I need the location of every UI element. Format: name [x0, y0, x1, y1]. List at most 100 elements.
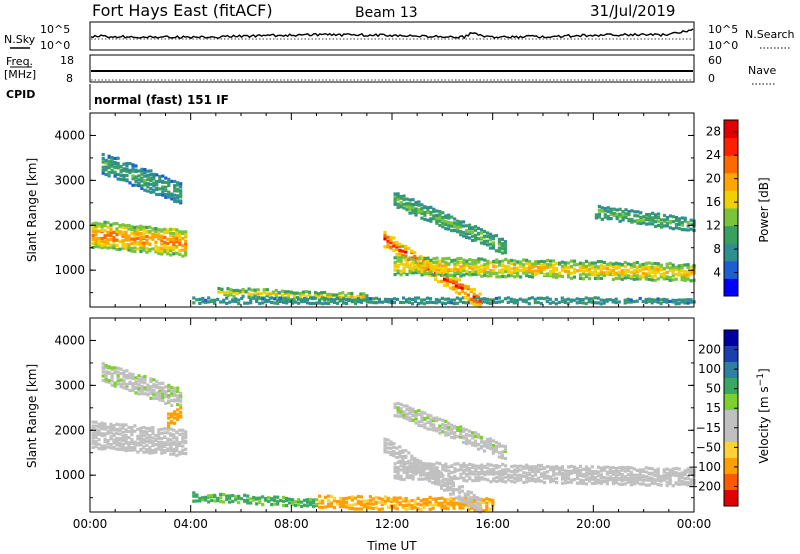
- velocity-cell: [468, 441, 472, 445]
- velocity-cell: [109, 443, 113, 447]
- power-cell: [166, 237, 170, 241]
- power-cell: [125, 167, 129, 171]
- velocity-cell: [393, 462, 397, 466]
- power-cell: [480, 257, 484, 261]
- power-cell: [680, 223, 684, 227]
- velocity-cell: [91, 445, 95, 450]
- velocity-cell: [438, 424, 442, 428]
- velocity-cell: [115, 440, 119, 444]
- velocity-cell: [184, 452, 188, 456]
- power-cell: [683, 301, 687, 305]
- power-cell: [447, 273, 451, 277]
- velocity-cell: [149, 396, 153, 400]
- velocity-cell: [282, 499, 286, 503]
- power-cell: [139, 224, 143, 228]
- velocity-cell: [488, 500, 492, 504]
- velocity-cell: [151, 443, 155, 447]
- velocity-cell: [680, 474, 684, 478]
- velocity-cell: [572, 470, 577, 474]
- power-cell: [152, 177, 156, 181]
- power-cell: [546, 262, 550, 267]
- velocity-cell: [428, 507, 432, 511]
- power-cell: [474, 266, 478, 270]
- velocity-cell: [181, 451, 185, 455]
- velocity-cell: [167, 395, 171, 399]
- power-cell: [438, 266, 442, 270]
- velocity-cell: [125, 376, 129, 380]
- power-cell: [303, 299, 307, 304]
- power-cell: [442, 279, 447, 283]
- velocity-cell: [383, 499, 387, 503]
- velocity-cell: [425, 475, 429, 479]
- velocity-cell: [395, 455, 399, 460]
- velocity-cell: [142, 437, 146, 442]
- power-cell: [142, 247, 146, 251]
- velocity-cell: [501, 462, 505, 466]
- power-cell: [139, 241, 143, 245]
- velocity-cell: [133, 429, 137, 433]
- power-cell: [300, 298, 304, 302]
- power-cell: [258, 296, 262, 300]
- power-cell: [295, 291, 300, 295]
- velocity-cell: [531, 470, 535, 474]
- power-colorbar-swatch: [724, 225, 738, 244]
- power-cell: [179, 201, 183, 205]
- velocity-cell: [689, 484, 693, 488]
- power-cell: [423, 270, 427, 274]
- power-cell: [401, 253, 405, 258]
- power-cell: [543, 260, 547, 264]
- power-cell: [410, 297, 415, 302]
- velocity-cell: [584, 471, 589, 475]
- power-cell: [587, 297, 591, 301]
- velocity-cell: [315, 502, 319, 506]
- power-cell: [176, 189, 180, 193]
- power-cell: [555, 262, 559, 266]
- velocity-cell: [440, 504, 444, 508]
- power-cell: [413, 299, 418, 303]
- power-cell: [689, 300, 693, 304]
- velocity-cell: [531, 474, 535, 478]
- power-cell: [447, 213, 451, 217]
- velocity-cell: [460, 496, 464, 500]
- power-cell: [437, 298, 441, 302]
- power-cell: [533, 297, 537, 301]
- power-cell: [350, 294, 354, 298]
- velocity-cell: [167, 412, 171, 416]
- power-cell: [503, 251, 507, 255]
- power-cell: [519, 275, 523, 279]
- power-cell: [136, 228, 140, 232]
- velocity-cell: [104, 377, 108, 381]
- power-cell: [618, 219, 622, 223]
- power-cell: [578, 273, 583, 277]
- power-cell: [644, 267, 648, 271]
- power-cell: [534, 264, 538, 268]
- velocity-cell: [368, 502, 372, 506]
- power-cell: [593, 261, 597, 265]
- power-cell: [462, 263, 466, 267]
- power-cell: [393, 273, 397, 277]
- velocity-cell: [109, 422, 113, 426]
- power-cell: [279, 296, 283, 300]
- velocity-colorbar-swatch: [724, 346, 738, 363]
- velocity-cell: [97, 425, 101, 429]
- velocity-cell: [148, 438, 152, 442]
- power-cell: [240, 296, 244, 301]
- velocity-cell: [488, 498, 492, 502]
- power-cell: [494, 234, 498, 238]
- velocity-cell: [447, 428, 451, 432]
- velocity-cell: [309, 500, 313, 504]
- power-cell: [552, 259, 556, 263]
- power-cell: [477, 260, 481, 264]
- velocity-cell: [528, 477, 532, 481]
- velocity-cell: [581, 478, 586, 483]
- velocity-cell: [476, 500, 480, 504]
- power-cell: [638, 263, 642, 267]
- power-cell: [327, 301, 331, 306]
- velocity-cell: [383, 444, 387, 448]
- power-cell: [112, 238, 116, 242]
- velocity-cell: [118, 427, 122, 431]
- power-cell: [94, 233, 98, 237]
- power-cell: [497, 242, 501, 246]
- power-cell: [116, 161, 120, 165]
- power-cell: [614, 264, 618, 268]
